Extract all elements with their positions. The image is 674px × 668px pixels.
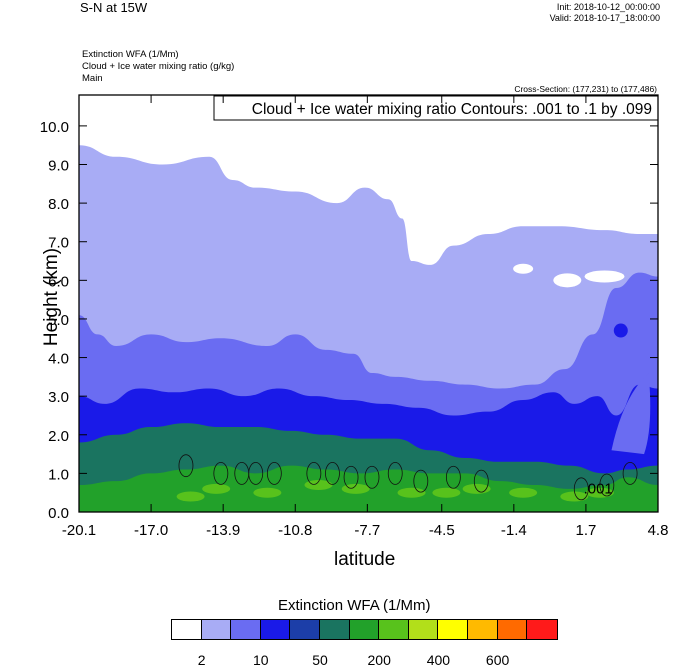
legend-swatch <box>467 620 498 639</box>
y-tick-label: 6.0 <box>48 273 69 290</box>
legend-tick-label: 400 <box>426 652 451 668</box>
x-tick-label: -17.0 <box>134 522 168 539</box>
x-axis-label: latitude <box>334 549 396 570</box>
legend-swatch <box>290 620 320 639</box>
y-axis-label: Height (km) <box>41 247 62 347</box>
bright-patch <box>509 487 538 498</box>
contour-label: .001 <box>584 480 613 497</box>
bright-patch <box>397 487 426 498</box>
y-tick-label: 7.0 <box>48 235 69 252</box>
color-legend <box>171 619 558 640</box>
y-tick-label: 10.0 <box>40 119 69 136</box>
legend-swatch <box>527 620 557 639</box>
clear-pocket <box>553 273 582 288</box>
legend-tick-label: 50 <box>312 652 328 668</box>
legend-swatch <box>260 620 291 639</box>
y-tick-label: 5.0 <box>48 312 69 329</box>
cross-section-label: Cross-Section: (177,231) to (177,486) <box>514 84 657 94</box>
light-pocket <box>611 373 651 455</box>
bright-patch <box>202 483 231 494</box>
legend-swatch <box>349 620 380 639</box>
valid-time: Valid: 2018-10-17_18:00:00 <box>549 13 660 23</box>
cloud-contour <box>248 461 264 485</box>
cloud-contour <box>325 461 340 485</box>
clear-pocket <box>584 270 625 283</box>
field-label-extinction: Extinction WFA (1/Mm) <box>82 49 179 60</box>
legend-swatch <box>231 620 261 639</box>
cloud-contour <box>473 469 489 493</box>
legend-swatch <box>172 620 202 639</box>
plot-frame <box>78 94 659 513</box>
y-tick-label: 0.0 <box>48 505 69 522</box>
legend-tick-label: 600 <box>485 652 510 668</box>
x-tick-label: -1.4 <box>501 522 527 539</box>
legend-title: Extinction WFA (1/Mm) <box>278 597 431 614</box>
legend-swatch <box>319 620 350 639</box>
x-tick-label: -7.7 <box>354 522 380 539</box>
y-tick-label: 8.0 <box>48 196 69 213</box>
bright-patch <box>304 479 333 490</box>
cloud-contour <box>445 465 461 489</box>
bright-patch <box>341 483 370 494</box>
y-tick-label: 4.0 <box>48 351 69 368</box>
legend-swatch <box>379 620 409 639</box>
page-title: S-N at 15W <box>80 0 148 15</box>
legend-tick-label: 200 <box>367 652 391 668</box>
legend-swatch <box>408 620 439 639</box>
legend-swatch <box>201 620 232 639</box>
cloud-contour <box>213 461 229 485</box>
contour-info-box <box>213 95 659 121</box>
cloud-contour <box>343 465 359 489</box>
x-tick-label: 4.8 <box>648 522 669 539</box>
legend-swatch <box>497 620 528 639</box>
cloud-contour <box>364 465 380 489</box>
cloud-contour <box>622 461 638 485</box>
cloud-contour <box>599 473 615 497</box>
cloud-contour <box>413 469 429 493</box>
cloud-contour <box>387 461 403 485</box>
cloud-contour <box>178 454 194 478</box>
cloud-contour <box>306 461 322 485</box>
x-tick-label: -13.9 <box>206 522 240 539</box>
bright-patch <box>560 491 589 502</box>
x-tick-label: -4.5 <box>429 522 455 539</box>
y-tick-label: 1.0 <box>48 466 69 483</box>
legend-tick-label: 2 <box>197 652 206 668</box>
init-time: Init: 2018-10-12_00:00:00 <box>556 2 660 12</box>
x-tick-label: 1.7 <box>575 522 596 539</box>
x-tick-label: -20.1 <box>62 522 96 539</box>
contour-info-text: Cloud + Ice water mixing ratio Contours:… <box>252 101 652 118</box>
clear-pocket <box>513 263 534 274</box>
y-tick-label: 2.0 <box>48 428 69 445</box>
dense-pocket <box>613 323 628 338</box>
legend-swatch <box>438 620 468 639</box>
y-tick-label: 3.0 <box>48 389 69 406</box>
bright-patch <box>176 491 205 502</box>
field-label-main: Main <box>82 73 103 84</box>
field-label-mixing-ratio: Cloud + Ice water mixing ratio (g/kg) <box>82 61 235 72</box>
y-tick-label: 9.0 <box>48 158 69 175</box>
legend-tick-label: 10 <box>253 652 269 668</box>
cloud-contour <box>573 477 589 501</box>
bright-patch <box>585 487 614 498</box>
bright-patch <box>253 487 282 498</box>
bright-patch <box>432 487 461 498</box>
cloud-contour <box>266 461 282 485</box>
x-tick-label: -10.8 <box>278 522 312 539</box>
